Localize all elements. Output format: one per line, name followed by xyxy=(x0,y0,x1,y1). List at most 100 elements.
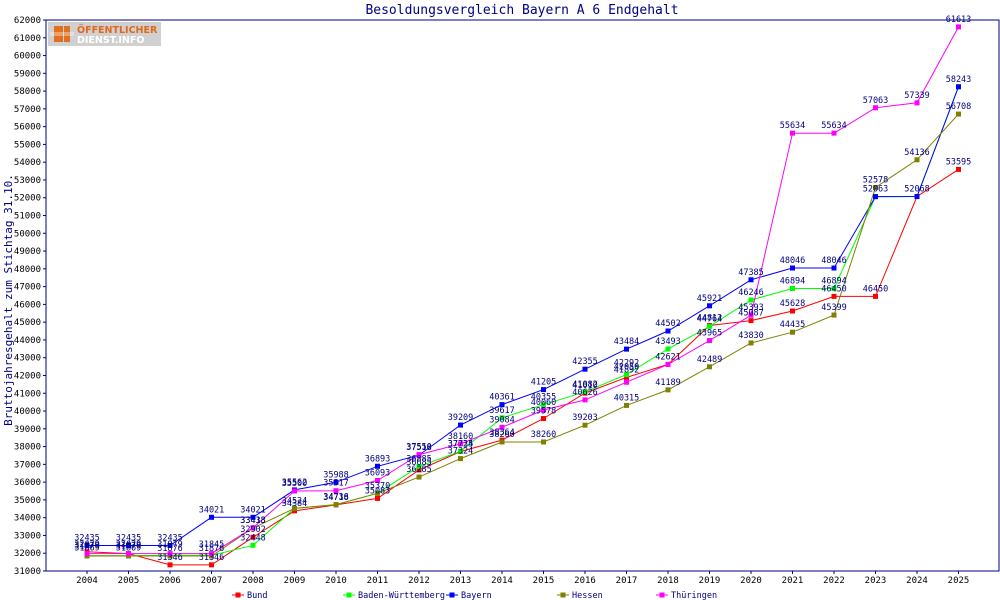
y-tick-label: 44000 xyxy=(14,336,41,346)
data-point xyxy=(250,534,256,540)
data-label: 31876 xyxy=(199,544,225,554)
data-point xyxy=(375,495,380,501)
data-point xyxy=(831,130,837,136)
x-tick-label: 2015 xyxy=(533,576,555,586)
data-label: 40355 xyxy=(531,393,557,403)
legend-label: Baden-Württemberg xyxy=(358,591,445,600)
data-point xyxy=(956,111,961,117)
data-point xyxy=(209,562,214,568)
legend-label: Thüringen xyxy=(671,591,717,600)
y-tick-label: 36000 xyxy=(14,478,41,488)
x-tick-label: 2012 xyxy=(408,576,430,586)
x-tick-label: 2010 xyxy=(325,576,347,586)
data-point xyxy=(458,422,463,428)
data-label: 32435 xyxy=(116,533,142,543)
y-tick-label: 48000 xyxy=(14,265,41,275)
y-tick-label: 58000 xyxy=(14,87,41,97)
data-point xyxy=(790,265,795,271)
legend-label: Bayern xyxy=(461,591,492,600)
data-point xyxy=(416,463,422,469)
y-tick-label: 59000 xyxy=(14,69,41,79)
data-point xyxy=(167,562,173,568)
y-tick-label: 61000 xyxy=(14,34,41,44)
data-label: 61613 xyxy=(946,15,972,25)
y-tick-label: 40000 xyxy=(14,407,41,417)
legend: Bund Baden-Württemberg Bayern Hessen Thüring… xyxy=(232,591,717,600)
data-label: 35517 xyxy=(323,479,349,489)
x-tick-label: 2022 xyxy=(823,576,845,586)
data-label: 41010 xyxy=(572,381,598,391)
data-label: 45087 xyxy=(738,309,764,319)
data-label: 31869 xyxy=(74,544,100,554)
y-tick-label: 51000 xyxy=(14,212,41,222)
data-point xyxy=(499,424,505,430)
data-label: 37735 xyxy=(448,439,474,449)
data-point xyxy=(84,551,90,557)
x-tick-label: 2024 xyxy=(906,576,928,586)
data-point xyxy=(624,372,629,378)
y-axis-ticks: 31000 32000 33000 34000 35000 36000 37000 38000… xyxy=(14,16,46,577)
y-tick-label: 55000 xyxy=(14,140,41,150)
data-label: 35370 xyxy=(365,481,391,491)
data-label: 44435 xyxy=(780,320,806,330)
y-tick-label: 33000 xyxy=(14,531,41,541)
data-label: 56708 xyxy=(946,102,972,112)
legend-swatch-marker xyxy=(560,592,566,598)
data-label: 37324 xyxy=(448,447,474,457)
data-label: 47385 xyxy=(738,268,764,278)
data-point xyxy=(250,525,256,531)
y-tick-label: 43000 xyxy=(14,354,41,364)
data-label: 42355 xyxy=(572,357,598,367)
data-point xyxy=(873,293,878,299)
data-point xyxy=(707,338,712,344)
data-label: 34736 xyxy=(323,493,349,503)
x-tick-label: 2004 xyxy=(76,576,98,586)
x-tick-label: 2013 xyxy=(450,576,472,586)
data-label: 36685 xyxy=(406,458,432,468)
y-tick-label: 53000 xyxy=(14,176,41,186)
data-label: 43493 xyxy=(655,337,681,347)
data-point xyxy=(541,439,546,445)
y-tick-label: 38000 xyxy=(14,443,41,453)
x-tick-label: 2017 xyxy=(616,576,638,586)
data-point xyxy=(499,402,505,408)
data-point xyxy=(84,542,90,548)
logo-line1: ÖFFENTLICHER xyxy=(77,25,158,36)
data-point xyxy=(914,100,920,106)
data-point xyxy=(375,477,380,483)
data-point xyxy=(126,551,131,557)
data-label: 42292 xyxy=(614,358,640,368)
data-point xyxy=(624,402,629,408)
data-label: 35083 xyxy=(365,486,391,496)
data-label: 31346 xyxy=(199,553,225,563)
data-point xyxy=(748,340,754,346)
data-point xyxy=(333,488,339,494)
data-point xyxy=(914,157,920,163)
data-label: 42489 xyxy=(697,355,723,365)
data-label: 32448 xyxy=(240,533,266,543)
x-tick-label: 2018 xyxy=(657,576,679,586)
data-point xyxy=(873,184,878,190)
data-label: 57339 xyxy=(904,91,930,101)
data-label: 52068 xyxy=(904,185,930,195)
data-label: 32902 xyxy=(240,525,266,535)
data-label: 31979 xyxy=(116,542,142,552)
data-label: 34021 xyxy=(199,505,225,515)
y-tick-label: 45000 xyxy=(14,318,41,328)
data-label: 35988 xyxy=(323,470,349,480)
data-label: 46246 xyxy=(738,288,764,298)
y-tick-label: 49000 xyxy=(14,247,41,257)
data-point xyxy=(624,379,629,385)
data-label: 43965 xyxy=(697,329,723,339)
oeffentlicher-dienst-logo: ÖFFENTLICHER DIENST.INFO xyxy=(48,22,161,46)
y-tick-label: 39000 xyxy=(14,425,41,435)
y-tick-label: 35000 xyxy=(14,496,41,506)
y-tick-label: 62000 xyxy=(14,16,41,26)
y-tick-label: 54000 xyxy=(14,158,41,168)
data-point xyxy=(790,285,795,291)
data-point xyxy=(665,361,671,367)
data-label: 45399 xyxy=(821,303,847,313)
data-point xyxy=(333,479,339,485)
data-label: 35500 xyxy=(282,479,308,489)
x-tick-label: 2016 xyxy=(574,576,596,586)
